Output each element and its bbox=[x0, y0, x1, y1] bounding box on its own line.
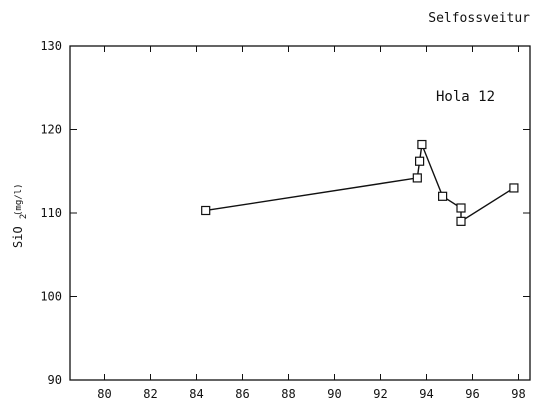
y-tick-label-2: 110 bbox=[40, 206, 62, 220]
y-axis-label-text: SiO bbox=[11, 226, 25, 248]
chart-annotation: Hola 12 bbox=[436, 89, 495, 105]
y-axis-label-main: SiO 2 bbox=[11, 214, 29, 248]
data-point-7 bbox=[509, 183, 519, 193]
x-tick-label-7: 94 bbox=[419, 387, 433, 401]
x-tick-label-8: 96 bbox=[465, 387, 479, 401]
data-point-5 bbox=[456, 203, 466, 213]
x-tick-label-0: 80 bbox=[97, 387, 111, 401]
series-line-0 bbox=[205, 141, 515, 223]
y-axis-label-subscript: 2 bbox=[19, 214, 29, 219]
y-axis: 90 100 110 120 130 bbox=[40, 39, 530, 387]
x-tick-label-3: 86 bbox=[235, 387, 249, 401]
data-point-1 bbox=[412, 173, 422, 183]
y-tick-label-3: 120 bbox=[40, 123, 62, 137]
x-tick-label-6: 92 bbox=[373, 387, 387, 401]
data-point-3 bbox=[417, 139, 427, 150]
series-layer bbox=[201, 139, 519, 226]
y-tick-label-4: 130 bbox=[40, 39, 62, 53]
y-tick-label-1: 100 bbox=[40, 290, 62, 304]
data-point-0 bbox=[201, 205, 211, 216]
x-tick-label-1: 82 bbox=[143, 387, 157, 401]
data-point-4 bbox=[438, 191, 448, 201]
data-point-6 bbox=[456, 216, 466, 226]
y-axis-label-unit: (mg/l) bbox=[14, 183, 24, 216]
y-axis-label: SiO 2 (mg/l) bbox=[11, 183, 29, 248]
x-tick-label-5: 90 bbox=[327, 387, 341, 401]
data-point-2 bbox=[415, 156, 425, 166]
x-tick-label-9: 98 bbox=[511, 387, 525, 401]
x-tick-label-2: 84 bbox=[189, 387, 203, 401]
x-tick-label-4: 88 bbox=[281, 387, 295, 401]
x-axis: 80 82 84 86 88 90 92 94 96 98 bbox=[97, 46, 526, 401]
chart-title: Selfossveitur bbox=[428, 11, 530, 26]
y-tick-label-0: 90 bbox=[48, 373, 62, 387]
